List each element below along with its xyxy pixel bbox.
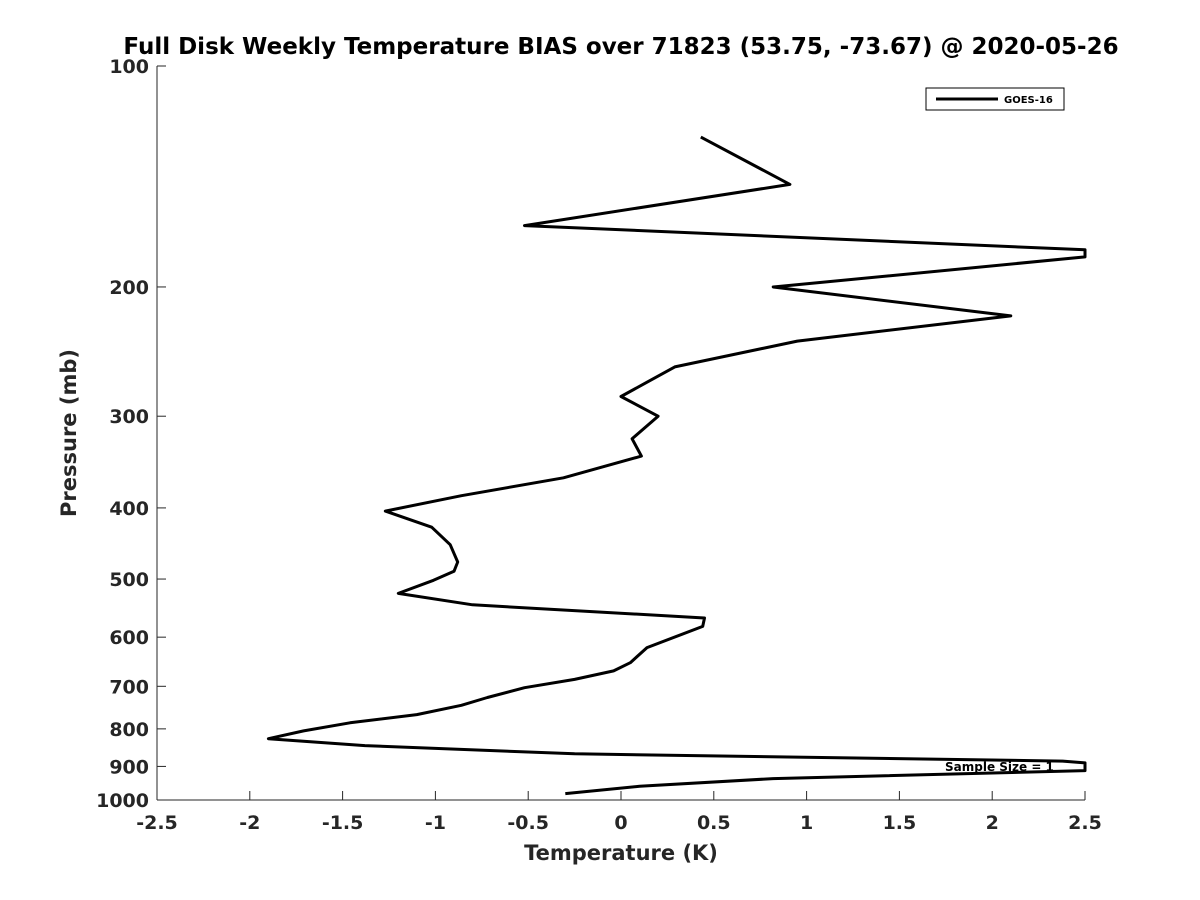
x-tick-label: -1 — [425, 812, 446, 834]
y-tick-label: 300 — [109, 406, 149, 428]
y-tick-label: 400 — [109, 498, 149, 520]
sample-size-annotation: Sample Size = 1 — [945, 760, 1054, 774]
x-tick-label: 2 — [986, 812, 999, 834]
series-line-goes16 — [266, 135, 1087, 796]
y-tick-label: 1000 — [96, 790, 149, 812]
x-tick-label: -2 — [239, 812, 260, 834]
x-tick-label: -0.5 — [507, 812, 549, 834]
x-axis-label: Temperature (K) — [524, 841, 718, 865]
y-tick-label: 500 — [109, 569, 149, 591]
y-tick-label: 700 — [109, 676, 149, 698]
chart-title: Full Disk Weekly Temperature BIAS over 7… — [123, 34, 1118, 60]
x-tick-label: -1.5 — [322, 812, 364, 834]
y-tick-label: 800 — [109, 719, 149, 741]
x-ticks: -2.5 -2 -1.5 -1 -0.5 0 0.5 1 1.5 2 2.5 — [136, 791, 1102, 834]
y-ticks: 100 200 300 400 500 600 700 800 900 1000 — [96, 56, 166, 812]
y-tick-label: 100 — [109, 56, 149, 78]
x-tick-label: 1.5 — [883, 812, 917, 834]
plot-area — [156, 66, 1085, 801]
x-tick-label: 0.5 — [697, 812, 731, 834]
x-tick-label: 0 — [614, 812, 627, 834]
x-tick-label: -2.5 — [136, 812, 178, 834]
x-tick-label: 2.5 — [1068, 812, 1102, 834]
legend-label-goes16: GOES-16 — [1004, 95, 1053, 106]
y-tick-label: 200 — [109, 277, 149, 299]
x-tick-label: 1 — [800, 812, 813, 834]
y-tick-label: 600 — [109, 627, 149, 649]
y-axis-label: Pressure (mb) — [57, 349, 81, 517]
y-tick-label: 900 — [109, 756, 149, 778]
legend: GOES-16 — [925, 87, 1065, 111]
